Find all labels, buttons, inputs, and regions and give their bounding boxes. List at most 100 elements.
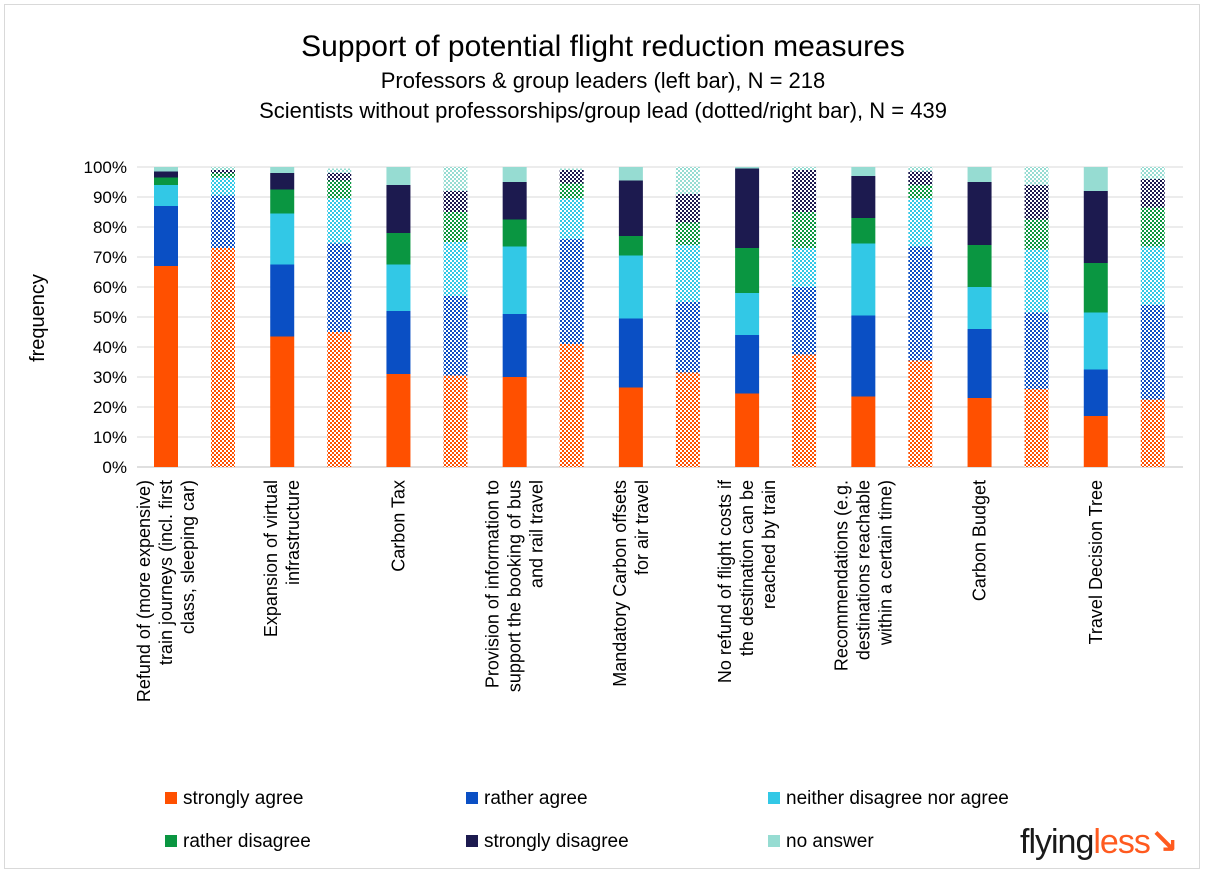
x-tick-label: train journeys (incl. first: [156, 480, 176, 665]
y-tick-label: 40%: [93, 338, 127, 357]
y-tick-label: 100%: [84, 158, 127, 177]
x-tick-label: destinations reachable: [853, 480, 873, 660]
x-tick-label: for air travel: [632, 480, 652, 575]
legend-label: neither disagree nor agree: [786, 788, 1009, 809]
bar-segment: [618, 387, 643, 467]
legend-label: strongly disagree: [484, 831, 629, 852]
bar-segment: [270, 167, 295, 173]
legend-swatch: [165, 835, 177, 847]
bar-segment: [1083, 416, 1108, 467]
bar-segment: [443, 191, 468, 212]
x-tick-label: Refund of (more expensive): [134, 480, 154, 702]
bar-segment: [675, 167, 700, 194]
bar-segment: [327, 173, 352, 181]
bar-segment: [154, 185, 178, 206]
legend-item: strongly agree: [165, 788, 303, 810]
bars: [154, 167, 1165, 467]
flyingless-logo: flyingless↘: [1020, 822, 1178, 862]
bar-segment: [559, 168, 584, 170]
bar-segment: [792, 354, 817, 467]
y-tick-label: 20%: [93, 398, 127, 417]
bar-segment: [675, 302, 700, 373]
y-tick-label: 10%: [93, 428, 127, 447]
bar-segment: [211, 173, 235, 178]
bar-segment: [559, 344, 584, 467]
x-tick-label: No refund of flight costs if: [715, 479, 735, 683]
bar-segment: [386, 311, 411, 374]
bar-segment: [735, 167, 760, 169]
y-tick-label: 90%: [93, 188, 127, 207]
bar-segment: [735, 293, 760, 335]
bar-segment: [908, 185, 933, 199]
bar-segment: [967, 182, 992, 245]
bar-segment: [1024, 219, 1049, 250]
bar-segment: [327, 243, 352, 332]
bar-segment: [1140, 246, 1165, 305]
bar-segment: [735, 393, 760, 467]
legend-swatch: [768, 792, 780, 804]
bar-segment: [443, 242, 468, 296]
bar-segment: [618, 167, 643, 181]
chart-title: Support of potential flight reduction me…: [301, 30, 905, 63]
bar-segment: [967, 245, 992, 287]
bar-segment: [967, 329, 992, 398]
x-tick-label: Provision of information to: [483, 480, 503, 688]
bar-segment: [618, 318, 643, 388]
chart-frame: [4, 4, 1200, 869]
bar-segment: [1024, 249, 1049, 313]
bar-segment: [1024, 167, 1049, 185]
bar-segment: [967, 287, 992, 329]
chart-subtitle-2: Scientists without professorships/group …: [259, 98, 947, 123]
bar-segment: [154, 177, 178, 185]
bar-segment: [154, 266, 178, 467]
x-tick-label: Carbon Tax: [388, 480, 408, 572]
bar-segment: [386, 264, 411, 311]
x-tick-label: the destination can be: [737, 480, 757, 656]
x-tick-label: within a certain time): [875, 480, 895, 646]
x-tick-label: and rail travel: [527, 480, 547, 588]
legend-swatch: [466, 835, 478, 847]
bar-segment: [211, 170, 235, 173]
bar-segment: [792, 167, 817, 170]
gridlines: [137, 166, 1183, 468]
legend-label: strongly agree: [183, 788, 304, 809]
bar-segment: [386, 185, 411, 233]
bar-segment: [327, 180, 352, 199]
bar-segment: [154, 167, 178, 172]
x-axis: Refund of (more expensive) train journeys…: [134, 479, 1106, 702]
bar-segment: [327, 332, 352, 467]
bar-segment: [735, 168, 760, 248]
bar-segment: [327, 168, 352, 173]
y-tick-label: 30%: [93, 368, 127, 387]
y-tick-label: 0%: [102, 458, 127, 477]
y-tick-label: 50%: [93, 308, 127, 327]
x-tick-label: reached by train: [759, 480, 779, 609]
bar-segment: [851, 396, 876, 467]
bar-segment: [851, 315, 876, 397]
bar-segment: [1140, 167, 1165, 179]
bar-segment: [735, 335, 760, 394]
legend-swatch: [466, 792, 478, 804]
bar-segment: [675, 222, 700, 245]
bar-segment: [851, 176, 876, 218]
bar-segment: [618, 180, 643, 236]
bar-segment: [270, 213, 295, 265]
bar-segment: [908, 246, 933, 361]
bar-segment: [1140, 399, 1165, 467]
legend-item: rather agree: [466, 788, 588, 810]
bar-segment: [1140, 305, 1165, 400]
bar-segment: [211, 167, 235, 170]
bar-segment: [735, 248, 760, 293]
bar-segment: [1024, 185, 1049, 220]
bar-segment: [270, 336, 295, 467]
bar-segment: [443, 167, 468, 191]
bar-segment: [1083, 369, 1108, 416]
bar-segment: [386, 167, 411, 185]
logo-part-1: flying: [1020, 823, 1094, 861]
x-tick-label: support the booking of bus: [505, 480, 525, 692]
bar-segment: [1083, 191, 1108, 263]
bar-segment: [792, 212, 817, 248]
x-tick-label: Travel Decision Tree: [1086, 480, 1106, 644]
bar-segment: [675, 245, 700, 302]
